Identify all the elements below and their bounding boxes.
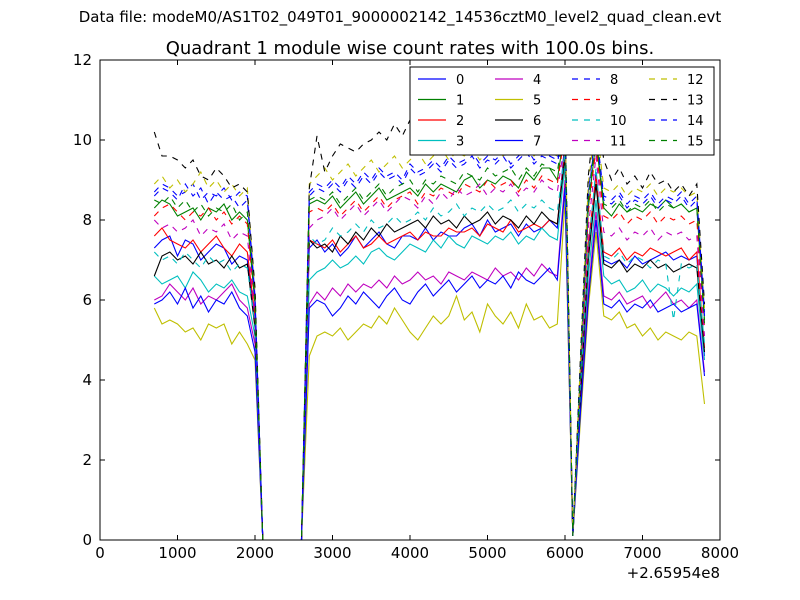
legend-label-0: 0 — [456, 73, 464, 88]
series-line-1 — [153, 127, 706, 541]
series-line-3 — [153, 163, 706, 541]
y-tick-label: 2 — [82, 451, 92, 469]
axes-layer: 0 1000 2000 3000 4000 5000 6000 7000 80000246810… — [73, 51, 739, 562]
legend-label-13: 13 — [687, 94, 704, 109]
x-tick-label: 8000 — [701, 544, 739, 562]
x-tick-label: 7000 — [623, 544, 661, 562]
legend-label-1: 1 — [456, 94, 464, 109]
legend-label-3: 3 — [456, 135, 464, 150]
series-line-12 — [153, 111, 706, 541]
x-tick-label: 2000 — [236, 544, 274, 562]
y-tick-label: 8 — [82, 211, 92, 229]
legend-label-15: 15 — [687, 135, 704, 150]
legend-label-9: 9 — [610, 94, 618, 109]
legend-label-5: 5 — [533, 94, 541, 109]
series-line-9 — [153, 131, 706, 541]
series-line-8 — [153, 115, 706, 541]
series-line-6 — [153, 155, 706, 541]
y-tick-label: 12 — [73, 51, 92, 69]
x-tick-label: 0 — [95, 544, 105, 562]
legend-label-10: 10 — [610, 114, 627, 129]
x-tick-label: 3000 — [313, 544, 351, 562]
series-line-4 — [154, 179, 706, 541]
series-line-13 — [153, 103, 706, 541]
series-line-10 — [153, 151, 706, 541]
series-line-5 — [153, 199, 706, 541]
y-tick-label: 6 — [82, 291, 92, 309]
series-line-7 — [154, 187, 706, 541]
series-line-2 — [153, 147, 706, 541]
legend-label-2: 2 — [456, 114, 464, 129]
chart-title: Quadrant 1 module wise count rates with … — [166, 38, 655, 59]
x-tick-label: 1000 — [158, 544, 196, 562]
series-layer — [153, 103, 706, 541]
legend-label-11: 11 — [610, 135, 627, 150]
y-tick-label: 10 — [73, 131, 92, 149]
suptitle: Data file: modeM0/AS1T02_049T01_90000021… — [78, 8, 722, 26]
series-line-14 — [153, 119, 706, 541]
legend-label-4: 4 — [533, 73, 541, 88]
y-tick-label: 4 — [82, 371, 92, 389]
y-tick-label: 0 — [82, 531, 92, 549]
x-offset-label: +2.65954e8 — [627, 564, 720, 582]
x-tick-label: 4000 — [391, 544, 429, 562]
legend-label-7: 7 — [533, 135, 541, 150]
x-tick-label: 6000 — [546, 544, 584, 562]
series-line-15 — [154, 123, 706, 541]
legend-label-8: 8 — [610, 73, 618, 88]
legend-label-12: 12 — [687, 73, 704, 88]
series-line-11 — [153, 139, 706, 541]
legend-label-6: 6 — [533, 114, 541, 129]
x-tick-label: 5000 — [468, 544, 506, 562]
legend-label-14: 14 — [687, 114, 704, 129]
